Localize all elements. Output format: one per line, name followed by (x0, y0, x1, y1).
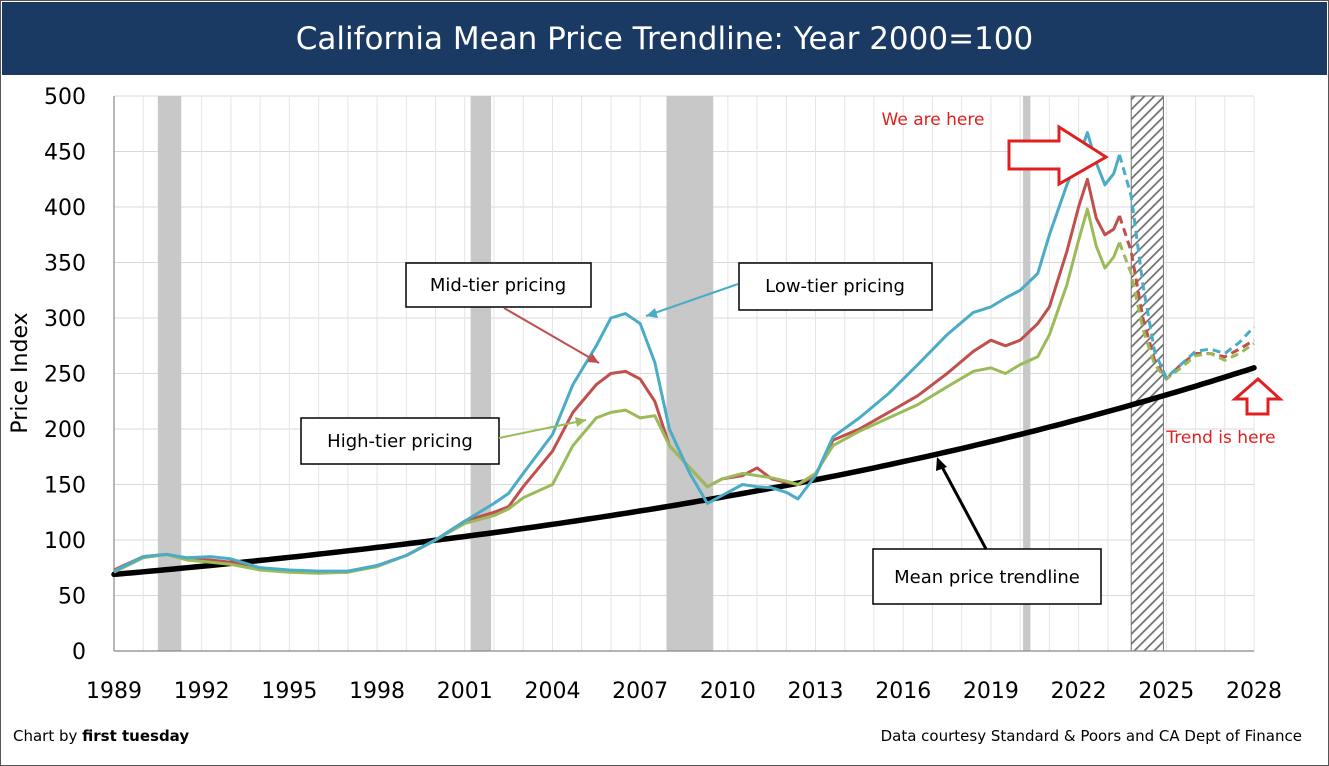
trend-is-here-label: Trend is here (1165, 428, 1275, 448)
trendline-callout-label: Mean price trendline (894, 567, 1080, 588)
high-tier-pricing-forecast-line (1118, 241, 1255, 381)
y-tick-label: 450 (44, 141, 86, 166)
x-tick-label: 1995 (261, 679, 317, 704)
x-tick-label: 2022 (1051, 679, 1107, 704)
y-tick-label: 200 (44, 418, 86, 443)
x-tick-label: 2025 (1138, 679, 1194, 704)
y-tick-label: 100 (44, 529, 86, 554)
x-tick-label: 2028 (1226, 679, 1282, 704)
we-are-here-label: We are here (882, 110, 985, 130)
y-tick-label: 50 (58, 585, 86, 610)
low-tier-callout-box (738, 262, 933, 311)
mid-tier-pointer-head (587, 353, 599, 363)
trendline-pointer-head (936, 457, 947, 471)
high-tier-pointer-head (575, 417, 586, 427)
x-tick-label: 2013 (788, 679, 844, 704)
x-tick-label: 1989 (86, 679, 142, 704)
trendline-callout-box (872, 548, 1102, 605)
mid-tier-pricing-forecast-line (1118, 215, 1255, 381)
we-are-here-arrow-icon (1007, 124, 1109, 187)
price-index-chart: 0 50 100 150 200 250 300 350 400 450 500 1989 1992 19… (8, 85, 1284, 704)
chart-credit: Chart by first tuesday (13, 727, 189, 745)
recession-band (157, 96, 182, 651)
low-tier-callout-label: Low-tier pricing (765, 276, 905, 297)
x-tick-label: 2010 (700, 679, 756, 704)
y-tick-label: 500 (44, 85, 86, 110)
trendline-series (111, 365, 1257, 578)
high-tier-pointer (498, 419, 587, 439)
high-tier-pricing-line (113, 207, 1121, 575)
y-tick-label: 150 (44, 474, 86, 499)
low-tier-pricing-line (113, 131, 1121, 573)
forecast-region (1130, 95, 1164, 652)
high-tier-callout-box (300, 417, 500, 465)
low-tier-pointer (645, 283, 739, 317)
x-tick-label: 2016 (875, 679, 931, 704)
y-tick-label: 0 (72, 640, 86, 665)
low-tier-pointer-head (646, 308, 658, 318)
data-source: Data courtesy Standard & Poors and CA De… (880, 727, 1302, 745)
y-tick-label: 250 (44, 363, 86, 388)
mid-tier-pointer (503, 307, 600, 364)
y-tick-label: 400 (44, 196, 86, 221)
trend-is-here-arrow-icon (1230, 376, 1284, 416)
y-tick-label: 350 (44, 252, 86, 277)
y-tick-label: 300 (44, 307, 86, 332)
mid-tier-callout-label: Mid-tier pricing (430, 275, 566, 296)
x-tick-label: 1998 (349, 679, 405, 704)
chart-title: California Mean Price Trendline: Year 20… (2, 2, 1327, 75)
low-tier-pricing-forecast-line (1118, 154, 1256, 380)
x-tick-label: 2001 (437, 679, 493, 704)
credit-name: first tuesday (82, 727, 190, 745)
recession-band (1023, 96, 1031, 651)
credit-prefix: Chart by (13, 727, 83, 745)
x-tick-label: 2007 (612, 679, 668, 704)
trendline-pointer (938, 462, 988, 550)
x-tick-label: 2004 (524, 679, 580, 704)
recession-band (666, 96, 714, 651)
mid-tier-callout-box (405, 262, 592, 308)
x-tick-label: 1992 (174, 679, 230, 704)
x-tick-label: 2019 (963, 679, 1019, 704)
recession-band (470, 96, 492, 651)
high-tier-callout-label: High-tier pricing (327, 431, 473, 452)
y-axis-label: Price Index (8, 312, 33, 433)
